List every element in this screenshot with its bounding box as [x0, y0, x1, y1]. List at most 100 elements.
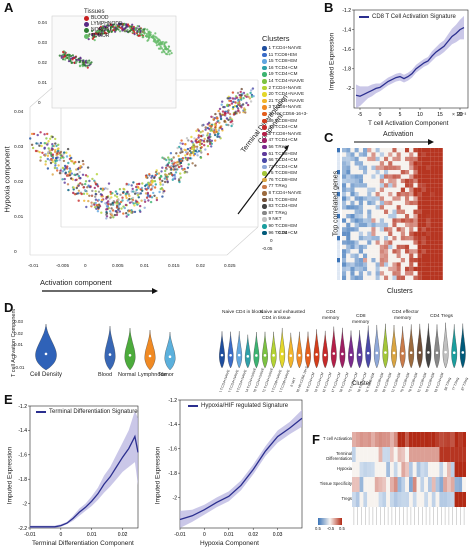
- scatter-point: [223, 120, 226, 123]
- scatter-point: [115, 201, 119, 204]
- heatmap-cell: [371, 196, 376, 201]
- f-heatmap-cell: [390, 447, 394, 462]
- heatmap-cell: [358, 262, 363, 267]
- violin-cluster-median: [263, 354, 267, 357]
- cluster-legend-item: 21 T:CD4+NAIVE: [262, 98, 308, 105]
- inset-scatter-point: [162, 48, 165, 52]
- heatmap-cell: [375, 222, 380, 228]
- heatmap-cell: [384, 231, 389, 236]
- inset-scatter-point: [101, 27, 105, 30]
- heatmap-cell: [405, 152, 410, 157]
- scatter-point: [170, 158, 173, 161]
- scatter-point: [144, 192, 148, 195]
- scatter-point: [172, 165, 175, 168]
- heatmap-cell: [392, 262, 397, 267]
- e1-y-label: Imputed Expression: [6, 446, 14, 505]
- heatmap-cell: [434, 209, 439, 214]
- f-heatmap-cell: [374, 492, 379, 507]
- f-heatmap-cell: [428, 447, 432, 462]
- heatmap-cell: [438, 178, 443, 184]
- f-heatmap-cell: [355, 447, 360, 462]
- scatter-point: [136, 194, 140, 197]
- heatmap-cell: [371, 262, 376, 267]
- heatmap-cell: [358, 275, 363, 280]
- scatter-point: [230, 102, 234, 105]
- heatmap-cell: [413, 192, 418, 197]
- heatmap-cell: [346, 258, 351, 263]
- heatmap-cell: [409, 271, 414, 276]
- scatter-point: [43, 146, 46, 149]
- heatmap-cell: [421, 200, 426, 206]
- heatmap-cell: [430, 240, 435, 245]
- scatter-point: [72, 186, 75, 189]
- violin-cluster-median: [375, 351, 379, 355]
- f-heatmap-cell: [443, 462, 447, 477]
- cluster-legend-label: 66 T:CD4+CM: [268, 157, 298, 163]
- heatmap-cell: [375, 156, 380, 162]
- main-y-tick: 0.02: [14, 180, 24, 185]
- scatter-point: [193, 152, 197, 156]
- cluster-legend-label: 21 T:CD4+NAIVE: [268, 97, 305, 103]
- f-heatmap-cell: [412, 492, 417, 507]
- scatter-point: [61, 170, 65, 173]
- scatter-point: [54, 161, 57, 165]
- heatmap-cell: [400, 205, 405, 210]
- heatmap-cell: [421, 227, 426, 232]
- scatter-point: [221, 110, 225, 113]
- heatmap-cell: [367, 253, 372, 258]
- heatmap-cell: [421, 178, 426, 184]
- heatmap-cell: [350, 218, 355, 223]
- scatter-point: [226, 103, 229, 107]
- heatmap-cell: [354, 258, 359, 263]
- scatter-point: [122, 212, 125, 215]
- scatter-point: [56, 149, 60, 153]
- inset-scatter-point: [155, 36, 158, 39]
- inset-scatter-point: [64, 55, 67, 58]
- heatmap-cell: [379, 209, 384, 214]
- heatmap-cell: [421, 266, 426, 272]
- scatter-point: [106, 207, 109, 211]
- heatmap-cell: [413, 275, 418, 280]
- cluster-legend-label: 2 T:CD4+NAIVE: [268, 84, 302, 90]
- tissue-color-dot: [84, 21, 89, 27]
- tissue-legend-item: TUMOR: [84, 33, 122, 39]
- inset-scatter-point: [82, 61, 85, 64]
- scatter-point: [190, 140, 193, 143]
- b-y-tick-label: -1.6: [342, 47, 351, 53]
- scatter-point: [101, 189, 104, 192]
- heatmap-cell: [438, 187, 443, 192]
- scatter-point: [86, 175, 89, 178]
- tissue-legend: Tissues BLOOD LYMPHNODE NORMAL TUMOR: [84, 9, 122, 39]
- inset-scatter-point: [132, 25, 135, 28]
- e2-x-tick-label: 0.03: [273, 532, 283, 538]
- heatmap-cell: [409, 253, 414, 258]
- heatmap-cell: [375, 205, 380, 210]
- scatter-point: [150, 196, 154, 199]
- heatmap-cell: [430, 192, 435, 197]
- violin-cluster: [279, 327, 286, 369]
- heatmap-cell: [363, 148, 368, 153]
- heatmap-cell: [358, 258, 363, 263]
- heatmap-cell: [354, 174, 359, 179]
- scatter-point: [99, 187, 103, 190]
- heatmap-cell: [367, 205, 372, 210]
- scatter-point: [111, 209, 115, 212]
- cluster-color-dot: [262, 164, 267, 170]
- heatmap-cell: [354, 227, 359, 232]
- heatmap-cell: [388, 165, 393, 170]
- heatmap-cell: [430, 218, 435, 223]
- heatmap-row-strip: [337, 187, 340, 192]
- heatmap-cell: [434, 222, 439, 228]
- heatmap-cell: [367, 174, 372, 179]
- heatmap-cell: [367, 200, 372, 206]
- heatmap-cell: [426, 244, 431, 250]
- scatter-point: [81, 159, 85, 163]
- heatmap-cell: [392, 156, 397, 162]
- heatmap-cell: [358, 236, 363, 241]
- f-heatmap-cell: [450, 462, 455, 477]
- heatmap-cell: [375, 253, 380, 258]
- f-heatmap-cell: [435, 447, 440, 462]
- scatter-point: [94, 192, 98, 196]
- f-heatmap-cell: [462, 447, 466, 462]
- scatter-point: [132, 202, 135, 205]
